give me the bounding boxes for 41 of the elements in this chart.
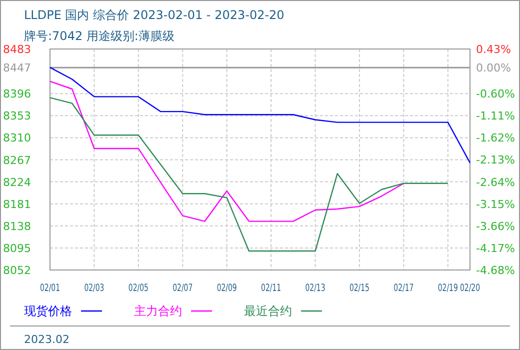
x-tick-label: 02/11	[261, 283, 290, 294]
y-tick-label: 8095	[3, 242, 31, 255]
x-tick-label: 02/17	[394, 283, 423, 294]
line-series	[49, 80, 404, 222]
y2-tick-label: -1.11%	[476, 110, 515, 123]
y-tick-label: 8447	[3, 61, 31, 74]
y-tick-label: 8224	[3, 176, 31, 189]
y2-tick-label: -1.62%	[476, 132, 515, 145]
y2-tick-label: -4.17%	[476, 242, 515, 255]
x-tick-label: 02/03	[84, 283, 114, 294]
legend-label: 最近合约	[244, 304, 292, 318]
y-tick-label: 8267	[3, 154, 31, 167]
y2-tick-label: -3.66%	[476, 220, 515, 233]
x-tick-label: 02/13	[305, 283, 334, 294]
y-tick-label: 8310	[3, 132, 31, 145]
legend-label: 现货价格	[24, 304, 72, 318]
y2-tick-label: 0.00%	[476, 62, 511, 75]
y2-tick-label: -4.68%	[476, 264, 515, 277]
chart-title: LLDPE 国内 综合价 2023-02-01 - 2023-02-20	[24, 8, 284, 22]
legend-label: 主力合约	[134, 304, 182, 318]
y-tick-label: 8181	[3, 198, 31, 211]
text: 2023.02	[24, 333, 70, 346]
y2-tick-label: -3.15%	[476, 198, 515, 211]
x-tick-label: 02/07	[172, 283, 202, 294]
y2-tick-label: -0.60%	[476, 88, 515, 101]
y2-tick-label: 0.43%	[476, 43, 511, 56]
y-tick-label: 8138	[3, 220, 31, 233]
y-tick-label: 8353	[3, 110, 31, 123]
y2-tick-label: -2.13%	[476, 154, 515, 167]
y-tick-label: 8483	[3, 43, 31, 56]
y2-tick-label: -2.64%	[476, 176, 515, 189]
x-tick-label: 02/09	[216, 283, 246, 294]
x-tick-label: 02/20	[460, 283, 489, 294]
line-series	[49, 66, 471, 164]
chart-subtitle: 牌号:7042 用途级别:薄膜级	[24, 29, 174, 43]
x-tick-label: 02/01	[40, 283, 69, 294]
x-tick-label: 02/05	[128, 283, 158, 294]
y-tick-label: 8052	[3, 264, 31, 277]
line-series	[49, 97, 448, 252]
y-tick-label: 8396	[3, 88, 31, 101]
x-tick-label: 02/15	[349, 283, 378, 294]
